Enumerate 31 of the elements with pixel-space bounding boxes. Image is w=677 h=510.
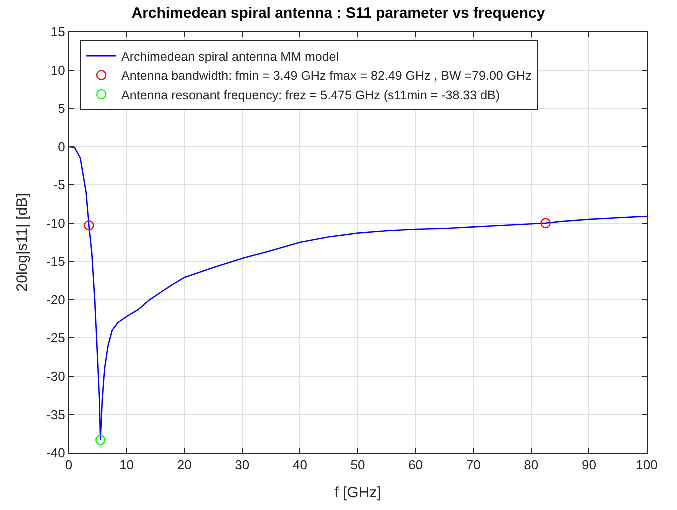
y-tick-label: -10 — [46, 216, 66, 231]
legend-label: Antenna bandwidth: fmin = 3.49 GHz fmax = 82.49 GHz , BW =79.00 GHz — [122, 69, 532, 84]
point — [96, 435, 106, 446]
y-tick-label: -30 — [46, 369, 66, 384]
y-tick-label: -5 — [54, 178, 66, 193]
x-tick-label: 70 — [466, 458, 481, 473]
legend-label: Antenna resonant frequency: frez = 5.475 GHz (s11min = -38.33 dB) — [122, 88, 500, 102]
x-tick-label: 60 — [408, 458, 424, 473]
y-tick-label: 0 — [58, 139, 66, 154]
point — [540, 218, 551, 228]
x-tick-label: 80 — [524, 458, 539, 473]
x-tick-label: 50 — [350, 458, 366, 473]
x-tick-label: 10 — [120, 458, 134, 473]
y-tick-label: -15 — [46, 254, 66, 270]
y-tick-label: 15 — [50, 24, 66, 40]
y-tick-label: 5 — [58, 101, 66, 116]
x-tick-label: 40 — [292, 458, 308, 473]
x-tick-label: 90 — [582, 458, 596, 473]
y-tick-label: -35 — [46, 407, 66, 422]
y-tick-label: -40 — [46, 446, 66, 461]
legend-label: Archimedean spiral antenna MM model — [122, 50, 340, 64]
x-tick-label: 100 — [636, 458, 658, 473]
point — [84, 220, 94, 231]
y-tick-label: -20 — [46, 292, 66, 308]
x-tick-label: 30 — [235, 458, 250, 473]
x-axis-title: f [GHz] — [334, 484, 382, 502]
y-tick-label: 10 — [50, 62, 66, 78]
chart-title: Archimedean spiral antenna : S11 parameter vs frequency — [132, 5, 546, 22]
y-tick-label: -25 — [46, 330, 66, 346]
x-tick-label: 20 — [177, 458, 192, 473]
y-axis-title: 20log|s11| [dB] — [14, 193, 31, 292]
